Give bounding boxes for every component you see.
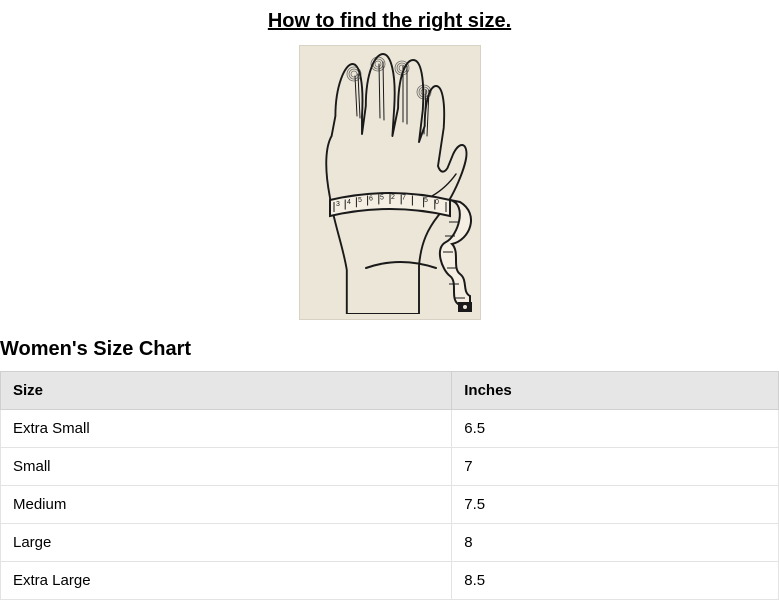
svg-text:5: 5 bbox=[380, 194, 384, 201]
table-row: Medium7.5 bbox=[1, 486, 779, 524]
svg-text:6: 6 bbox=[369, 195, 373, 202]
table-cell: Medium bbox=[1, 486, 452, 524]
table-header-row: Size Inches bbox=[1, 372, 779, 410]
table-cell: Extra Small bbox=[1, 410, 452, 448]
col-size: Size bbox=[1, 372, 452, 410]
table-cell: Large bbox=[1, 524, 452, 562]
hand-measure-illustration: 345652750 bbox=[299, 45, 481, 320]
svg-text:5: 5 bbox=[424, 197, 428, 204]
table-cell: 7 bbox=[452, 448, 779, 486]
size-chart-table: Size Inches Extra Small6.5Small7Medium7.… bbox=[0, 371, 779, 600]
illustration-container: 345652750 bbox=[0, 45, 779, 320]
svg-text:4: 4 bbox=[347, 199, 351, 206]
svg-text:5: 5 bbox=[358, 197, 362, 204]
table-cell: 8 bbox=[452, 524, 779, 562]
table-cell: 6.5 bbox=[452, 410, 779, 448]
table-cell: Extra Large bbox=[1, 562, 452, 600]
chart-heading: Women's Size Chart bbox=[0, 338, 779, 361]
page-title: How to find the right size. bbox=[0, 10, 779, 33]
table-cell: 8.5 bbox=[452, 562, 779, 600]
table-row: Extra Large8.5 bbox=[1, 562, 779, 600]
svg-text:2: 2 bbox=[391, 194, 395, 201]
table-cell: 7.5 bbox=[452, 486, 779, 524]
table-row: Extra Small6.5 bbox=[1, 410, 779, 448]
svg-text:0: 0 bbox=[435, 199, 439, 206]
table-cell: Small bbox=[1, 448, 452, 486]
table-row: Large8 bbox=[1, 524, 779, 562]
col-inches: Inches bbox=[452, 372, 779, 410]
svg-text:7: 7 bbox=[402, 194, 406, 201]
table-row: Small7 bbox=[1, 448, 779, 486]
svg-text:3: 3 bbox=[336, 201, 340, 208]
